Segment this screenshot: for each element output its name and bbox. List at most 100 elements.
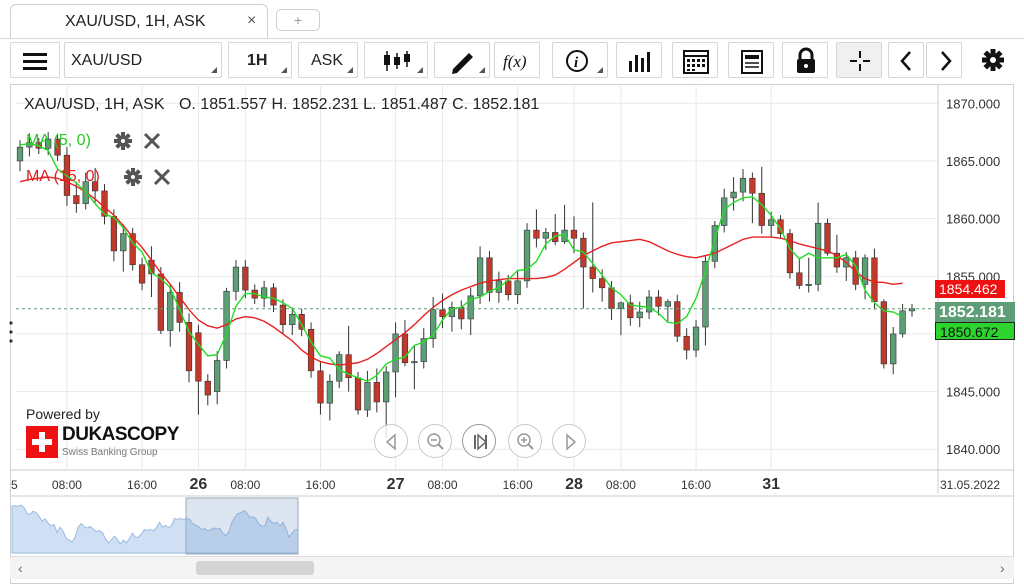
crosshair-button[interactable] <box>836 42 882 78</box>
x-tick-label: 26 <box>190 476 208 493</box>
gear-icon <box>982 49 1004 71</box>
candle-body <box>138 264 146 284</box>
candle-body <box>683 335 690 351</box>
candle-body <box>768 219 775 226</box>
candle-body <box>824 222 831 254</box>
symbol-label: XAU/USD, 1H, ASK <box>24 96 165 113</box>
hamburger-icon <box>23 53 47 70</box>
candle-body <box>430 309 437 339</box>
ma15-settings-gear-icon[interactable] <box>122 166 144 188</box>
y-tick-label: 1865.000 <box>946 154 1000 169</box>
candle-body <box>805 284 812 286</box>
candle-body <box>636 311 643 319</box>
dropdown-corner-icon <box>347 67 353 73</box>
candle-body <box>796 272 803 286</box>
candle-body <box>645 296 653 313</box>
chevron-left-icon <box>900 51 911 71</box>
panel-handle-dot <box>9 339 13 343</box>
nav-prev-button[interactable] <box>374 424 408 458</box>
candle-body <box>730 191 737 199</box>
info-button[interactable]: i <box>552 42 608 78</box>
candle-body <box>16 146 24 162</box>
instrument-selector[interactable]: XAU/USD <box>64 42 222 78</box>
candle-body <box>354 377 362 411</box>
ma5-price-tag: 1850.672 <box>935 322 1015 340</box>
chart-type-button[interactable] <box>364 42 428 78</box>
period-label: 1H <box>247 52 268 69</box>
zoom-out-button[interactable] <box>418 424 452 458</box>
tab-chart[interactable]: XAU/USD, 1H, ASK × <box>10 4 268 38</box>
function-icon: f(x) <box>503 52 527 71</box>
dukascopy-logo <box>26 426 58 458</box>
chevron-right-icon <box>941 51 952 71</box>
y-tick-label: 1870.000 <box>946 96 1000 111</box>
ma15-line <box>19 176 903 366</box>
candle-body <box>110 216 118 252</box>
volume-button[interactable] <box>616 42 662 78</box>
candle-body <box>542 232 549 239</box>
ma5-settings-gear-icon[interactable] <box>112 130 134 152</box>
ma5-line <box>19 142 903 382</box>
ma5-label: MA (5, 0) <box>26 132 91 149</box>
candle-body <box>242 266 249 291</box>
indicators-button[interactable]: f(x) <box>494 42 540 78</box>
horizontal-scrollbar[interactable]: ‹ › <box>10 556 1014 579</box>
candle-body <box>514 280 521 296</box>
candlestick-icon <box>384 51 410 71</box>
candle-body <box>289 314 296 326</box>
scroll-right-arrow-icon[interactable]: › <box>1000 560 1005 576</box>
scroll-right-button[interactable] <box>926 42 962 78</box>
y-tick-label: 1845.000 <box>946 385 1000 400</box>
calendar-button[interactable] <box>672 42 718 78</box>
navigator-area <box>11 504 299 554</box>
candle-body <box>833 252 841 268</box>
candle-body <box>101 190 108 217</box>
document-icon <box>741 50 763 74</box>
candle-body <box>307 329 315 372</box>
candle-body <box>439 309 446 317</box>
candle-body <box>261 287 268 299</box>
tab-close-icon[interactable]: × <box>247 12 257 29</box>
new-tab-button[interactable]: + <box>276 9 320 31</box>
lock-button[interactable] <box>782 42 828 78</box>
candle-body <box>871 257 878 302</box>
toolbar: XAU/USD 1H ASK f(x) i <box>0 40 1024 80</box>
candle-body <box>73 195 80 204</box>
scrollbar-thumb[interactable] <box>196 561 314 575</box>
powered-by-label: Powered by <box>26 406 100 422</box>
candle-body <box>298 314 305 330</box>
dropdown-corner-icon <box>479 67 485 73</box>
candle-body <box>739 177 747 193</box>
candle-body <box>476 257 484 297</box>
menu-button[interactable] <box>10 42 60 78</box>
candle-body <box>401 333 409 364</box>
period-selector[interactable]: 1H <box>228 42 292 78</box>
news-button[interactable] <box>728 42 774 78</box>
ohlc-header: XAU/USD, 1H, ASK O. 1851.557 H. 1852.231… <box>24 96 539 114</box>
side-selector[interactable]: ASK <box>298 42 358 78</box>
ma15-price-tag: 1854.462 <box>935 280 1005 298</box>
scroll-left-button[interactable] <box>888 42 924 78</box>
candle-body <box>664 301 671 307</box>
settings-button[interactable] <box>970 42 1016 78</box>
scroll-left-arrow-icon[interactable]: ‹ <box>18 560 23 576</box>
candle-body <box>814 222 822 285</box>
brand-subtitle: Swiss Banking Group <box>62 447 158 458</box>
nav-next-button[interactable] <box>552 424 586 458</box>
crosshair-icon <box>850 51 870 71</box>
zoom-in-button[interactable] <box>508 424 542 458</box>
dropdown-corner-icon <box>211 67 217 73</box>
x-tick-label: 5 <box>11 478 18 492</box>
reset-view-button[interactable] <box>462 424 496 458</box>
dropdown-corner-icon <box>417 67 423 73</box>
candle-body <box>317 370 324 404</box>
draw-tool-button[interactable] <box>434 42 490 78</box>
candle-body <box>890 333 897 365</box>
ma15-close-icon[interactable] <box>152 167 172 187</box>
candle-body <box>777 219 784 234</box>
candle-body <box>91 181 99 192</box>
triangle-left-icon <box>385 433 396 451</box>
ma5-close-icon[interactable] <box>142 131 162 151</box>
candle-body <box>758 192 765 226</box>
